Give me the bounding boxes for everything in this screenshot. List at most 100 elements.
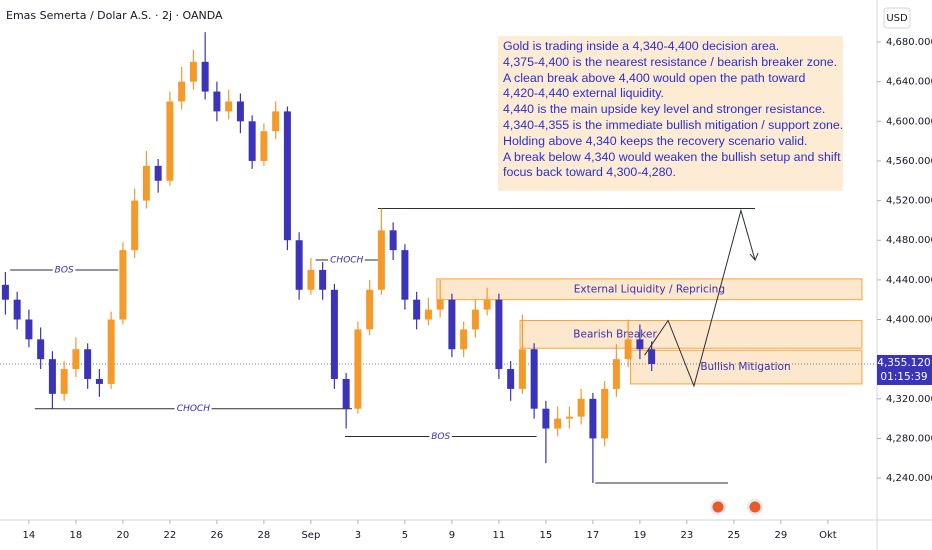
candle-body xyxy=(460,329,468,350)
note-line: A break below 4,340 would weaken the bul… xyxy=(503,149,841,164)
note-line: 4,440 is the main upside key level and s… xyxy=(503,102,826,117)
candle-body xyxy=(589,398,597,439)
candle-body xyxy=(424,309,432,320)
candle-body xyxy=(448,299,456,350)
level-label: CHOCH xyxy=(330,256,363,266)
x-tick-label: 3 xyxy=(355,530,361,541)
x-tick-label: 20 xyxy=(117,530,130,541)
candle-body xyxy=(577,398,585,417)
candle-body xyxy=(283,111,291,241)
x-tick-label: 17 xyxy=(587,530,600,541)
candle-body xyxy=(354,329,362,409)
note-line: Gold is trading inside a 4,340-4,400 dec… xyxy=(503,39,780,53)
candle-body xyxy=(319,269,327,290)
candle-body xyxy=(648,349,656,364)
candle-body xyxy=(636,339,644,350)
zone xyxy=(436,278,863,301)
x-tick-label: 14 xyxy=(23,530,36,541)
x-tick-label: 19 xyxy=(634,530,647,541)
candle-body xyxy=(483,299,491,310)
price-label: 4,355.120 xyxy=(877,357,930,369)
x-tick-label: 23 xyxy=(681,530,694,541)
x-tick-label: Sep xyxy=(301,530,320,541)
candle-body xyxy=(542,408,550,429)
candle-body xyxy=(366,289,374,330)
price-axis xyxy=(877,0,932,550)
x-tick-label: Okt xyxy=(819,530,837,541)
level-label: BOS xyxy=(431,432,450,442)
note-line: 4,375-4,400 is the nearest resistance / … xyxy=(503,54,838,69)
arrow-head xyxy=(749,252,759,261)
candle-body xyxy=(518,349,526,389)
candle-body xyxy=(213,91,221,112)
candle-body xyxy=(72,349,80,370)
candle-body xyxy=(236,101,244,122)
candle-body xyxy=(307,269,315,290)
y-tick-label: 4,400.000 xyxy=(886,315,932,326)
candle-body xyxy=(201,61,209,92)
currency-box[interactable] xyxy=(883,7,911,29)
note-line: focus back toward 4,300-4,280. xyxy=(503,165,676,180)
flag[interactable] xyxy=(747,499,763,515)
zone-label: Bearish Breaker xyxy=(573,328,657,340)
zone-label: Bullish Mitigation xyxy=(700,361,790,373)
candle-body xyxy=(601,388,609,439)
currency: USD xyxy=(886,13,908,24)
candle-body xyxy=(377,230,385,290)
y-tick-label: 4,680.000 xyxy=(886,37,932,48)
zone xyxy=(629,349,863,385)
x-tick-label: 28 xyxy=(258,530,271,541)
y-tick-label: 4,520.000 xyxy=(886,196,932,207)
candle-body xyxy=(330,289,338,379)
y-tick-label: 4,600.000 xyxy=(886,116,932,127)
price-label-box xyxy=(877,354,932,385)
x-tick-label: 11 xyxy=(493,530,506,541)
zone xyxy=(519,320,863,349)
y-tick-label: 4,480.000 xyxy=(886,235,932,246)
x-tick-label: 22 xyxy=(164,530,177,541)
candle-body xyxy=(295,240,303,290)
x-tick-label: 25 xyxy=(728,530,741,541)
candle-body xyxy=(189,61,197,82)
candle-body xyxy=(95,378,103,384)
y-tick-label: 4,240.000 xyxy=(886,473,932,484)
candle-body xyxy=(495,299,503,370)
candle-body xyxy=(507,369,515,389)
candle-body xyxy=(554,418,562,429)
note-line: A clean break above 4,400 would open the… xyxy=(503,70,806,85)
x-tick-label: 15 xyxy=(540,530,553,541)
projection-path xyxy=(644,208,756,388)
y-tick-label: 4,280.000 xyxy=(886,433,932,444)
candle-body xyxy=(612,359,620,389)
candle-body xyxy=(119,250,127,320)
candle-body xyxy=(1,284,9,300)
x-tick-label: 26 xyxy=(211,530,224,541)
candle-body xyxy=(272,111,280,132)
note-line: Holding above 4,340 keeps the recovery s… xyxy=(503,133,808,148)
candle-body xyxy=(37,339,45,360)
note-line: 4,340-4,355 is the immediate bullish mit… xyxy=(503,117,844,132)
candle-body xyxy=(565,416,573,419)
x-tick-label: 9 xyxy=(449,530,455,541)
level-label: CHOCH xyxy=(177,404,210,414)
candle-body xyxy=(84,349,92,379)
candle-body xyxy=(530,349,538,409)
candle-body xyxy=(248,121,256,161)
flag[interactable] xyxy=(710,499,726,515)
candle-body xyxy=(13,299,21,320)
candle-body xyxy=(471,309,479,330)
candle-body xyxy=(166,101,174,181)
candle-body xyxy=(48,359,56,394)
countdown: 01:15:39 xyxy=(880,371,927,383)
candle-body xyxy=(131,200,139,251)
candle-body xyxy=(401,250,409,300)
x-tick-label: 5 xyxy=(402,530,408,541)
candle-body xyxy=(178,81,186,102)
x-tick-label: 18 xyxy=(70,530,83,541)
x-tick-label: 29 xyxy=(775,530,788,541)
candle-body xyxy=(260,131,268,161)
y-tick-label: 4,440.000 xyxy=(886,275,932,286)
chart-title: Emas Semerta / Dolar A.S. · 2j · OANDA xyxy=(6,9,223,22)
